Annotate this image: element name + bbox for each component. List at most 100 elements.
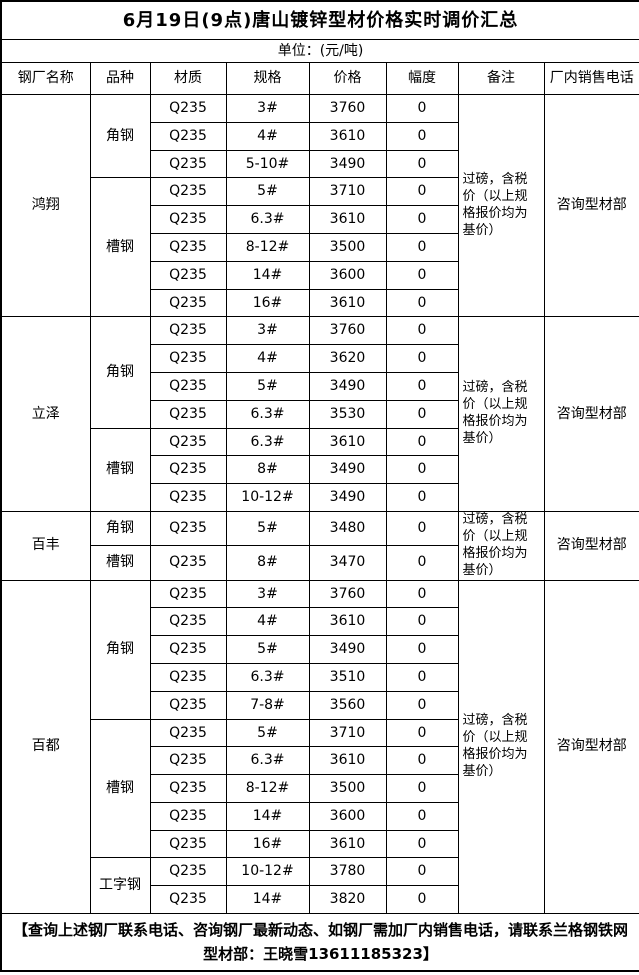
column-header: 备注 [457, 62, 545, 95]
change-cell: 0 [385, 288, 459, 318]
variety-cell: 槽钢 [89, 718, 151, 859]
price-cell: 3610 [308, 288, 387, 318]
price-cell: 3610 [308, 121, 387, 151]
material-cell: Q235 [149, 260, 227, 290]
table-row: 百丰 角钢 Q235 5# 3480 0 过磅，含税价（以上规格报价均为基价） 咨询型材部 [0, 510, 639, 581]
material-cell: Q235 [149, 427, 227, 457]
spec-cell: 5-10# [225, 149, 310, 179]
variety-cell: 槽钢 [89, 545, 151, 581]
material-cell: Q235 [149, 288, 227, 318]
material-cell: Q235 [149, 829, 227, 859]
table-row: Q235 14# 3820 0 [1, 885, 639, 915]
header-row: 钢厂名称 品种 材质 规格 价格 幅度 备注 厂内销售电话 [0, 62, 639, 95]
column-header: 幅度 [385, 62, 459, 95]
column-header: 规格 [225, 62, 310, 95]
spec-cell: 6.3# [225, 205, 310, 234]
remark-cell: 过磅，含税价（以上规格报价均为基价） [457, 579, 545, 915]
phone-cell: 咨询型材部 [543, 316, 639, 512]
material-cell: Q235 [149, 718, 227, 748]
price-cell: 3780 [308, 857, 387, 887]
change-cell: 0 [385, 455, 459, 485]
material-cell: Q235 [149, 399, 227, 429]
spec-cell: 8-12# [225, 774, 310, 803]
table-row: 立泽 角钢 Q235 3# 3760 0 过磅，含税价（以上规格报价均为基价） 咨询型材部 [0, 316, 639, 512]
material-cell: Q235 [149, 205, 227, 234]
price-cell: 3510 [308, 662, 387, 692]
change-cell: 0 [385, 232, 459, 262]
change-cell: 0 [385, 177, 459, 207]
spec-cell: 6.3# [225, 399, 310, 429]
material-cell: Q235 [149, 94, 227, 123]
change-cell: 0 [385, 662, 459, 692]
column-header: 钢厂名称 [0, 62, 91, 95]
spec-cell: 6.3# [225, 746, 310, 776]
spec-cell: 16# [225, 288, 310, 318]
remark-cell: 过磅，含税价（以上规格报价均为基价） [457, 316, 545, 512]
footer-row: 【查询上述钢厂联系电话、咨询钢厂最新动态、如钢厂需加厂内销售电话，请联系兰格钢铁… [0, 913, 639, 972]
table-row: Q235 16# 3610 0 [1, 288, 639, 318]
spec-cell: 16# [225, 829, 310, 859]
table-row: 工字钢 Q235 10-12# 3780 0 [1, 857, 639, 915]
remark-cell: 过磅，含税价（以上规格报价均为基价） [457, 510, 545, 581]
change-cell: 0 [385, 371, 459, 401]
price-cell: 3480 [308, 510, 387, 547]
material-cell: Q235 [149, 316, 227, 346]
table-row: Q235 10-12# 3490 0 [1, 483, 639, 512]
phone-cell: 咨询型材部 [543, 579, 639, 915]
table-row: 槽钢 Q235 6.3# 3610 0 [1, 427, 639, 512]
material-cell: Q235 [149, 510, 227, 547]
material-cell: Q235 [149, 774, 227, 803]
material-cell: Q235 [149, 579, 227, 609]
price-cell: 3560 [308, 690, 387, 720]
change-cell: 0 [385, 316, 459, 346]
change-cell: 0 [385, 205, 459, 234]
price-cell: 3600 [308, 801, 387, 831]
material-cell: Q235 [149, 662, 227, 692]
change-cell: 0 [385, 483, 459, 512]
column-header: 厂内销售电话 [543, 62, 639, 95]
title-row: 6月19日(9点)唐山镀锌型材价格实时调价汇总 [0, 0, 639, 40]
remark-cell: 过磅，含税价（以上规格报价均为基价） [457, 93, 545, 318]
variety-cell: 工字钢 [89, 857, 151, 915]
phone-cell: 咨询型材部 [543, 93, 639, 318]
change-cell: 0 [385, 427, 459, 457]
factory-name-cell: 百丰 [0, 510, 91, 581]
spec-cell: 7-8# [225, 690, 310, 720]
spec-cell: 8# [225, 455, 310, 485]
change-cell: 0 [385, 399, 459, 429]
spec-cell: 3# [225, 94, 310, 123]
table-row: Q235 5-10# 3490 0 [1, 149, 639, 179]
price-cell: 3610 [308, 746, 387, 776]
price-cell: 3470 [308, 545, 387, 581]
price-cell: 3760 [308, 94, 387, 123]
spec-cell: 10-12# [225, 857, 310, 887]
price-cell: 3620 [308, 344, 387, 373]
spec-cell: 5# [225, 635, 310, 664]
table-row: Q235 5# 3490 0 [1, 371, 639, 401]
factory-name-cell: 百都 [0, 579, 91, 915]
change-cell: 0 [385, 857, 459, 887]
change-cell: 0 [385, 746, 459, 776]
column-header: 品种 [89, 62, 151, 95]
price-cell: 3490 [308, 149, 387, 179]
unit-label: 单位：(元/吨) [0, 39, 639, 63]
change-cell: 0 [385, 579, 459, 609]
material-cell: Q235 [149, 545, 227, 581]
column-header: 材质 [149, 62, 227, 95]
material-cell: Q235 [149, 371, 227, 401]
change-cell: 0 [385, 149, 459, 179]
table-row: Q235 6.3# 3510 0 [1, 662, 639, 692]
spec-cell: 6.3# [225, 427, 310, 457]
price-cell: 3610 [308, 205, 387, 234]
material-cell: Q235 [149, 857, 227, 887]
table-row: 百都 角钢 Q235 3# 3760 0 过磅，含税价（以上规格报价均为基价） 咨询型材部 [0, 579, 639, 915]
price-cell: 3710 [308, 177, 387, 207]
table-row: Q235 5# 3490 0 [1, 635, 639, 664]
price-cell: 3490 [308, 483, 387, 512]
price-cell: 3600 [308, 260, 387, 290]
table-row: 槽钢 Q235 5# 3710 0 [1, 177, 639, 318]
table-row: Q235 8-12# 3500 0 [1, 232, 639, 262]
price-cell: 3490 [308, 371, 387, 401]
material-cell: Q235 [149, 344, 227, 373]
